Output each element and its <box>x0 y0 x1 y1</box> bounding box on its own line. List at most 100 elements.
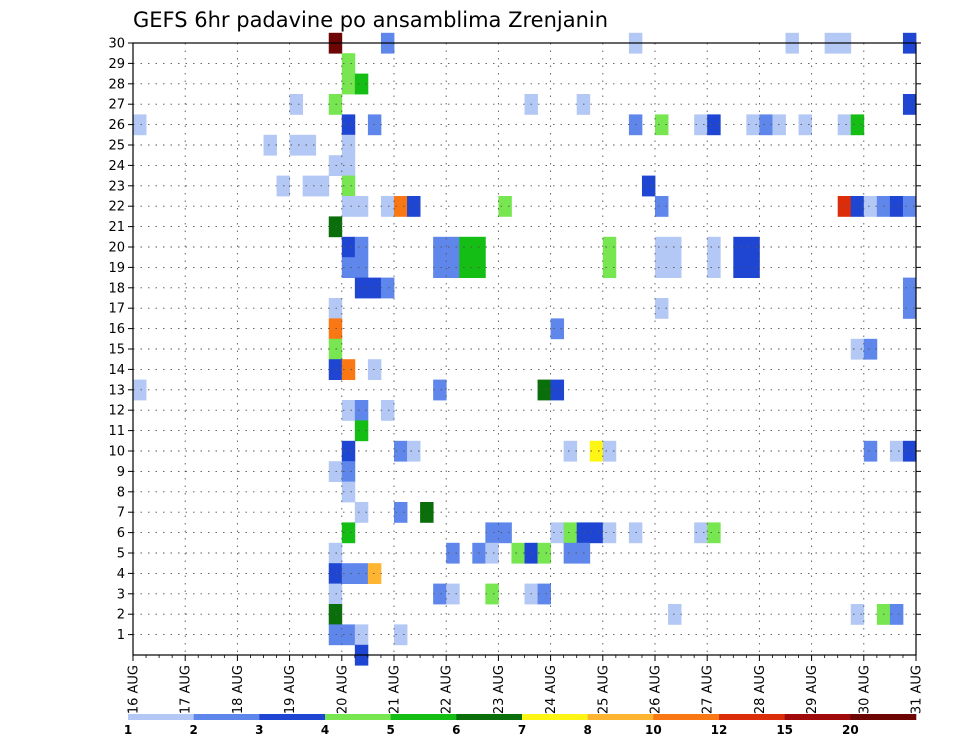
heatmap-cell <box>863 338 878 360</box>
heatmap-cell <box>485 583 499 605</box>
colorbar-swatch <box>522 714 588 720</box>
heatmap-cell <box>433 583 447 605</box>
heatmap-cell <box>889 196 904 217</box>
heatmap-cell <box>354 624 369 646</box>
heatmap-cell <box>850 196 865 217</box>
heatmap-cell <box>328 298 343 319</box>
y-tick-label: 4 <box>117 567 125 582</box>
heatmap-cell <box>850 114 865 136</box>
colorbar-label: 5 <box>386 723 394 737</box>
heatmap-cell <box>354 236 369 258</box>
heatmap-cell <box>328 604 343 625</box>
y-tick-label: 18 <box>108 281 125 296</box>
heatmap-cell <box>354 277 369 299</box>
heatmap-cell <box>433 257 447 278</box>
heatmap-cell <box>394 624 408 646</box>
heatmap-cell <box>498 522 512 544</box>
heatmap-cell <box>694 114 708 136</box>
heatmap-cell <box>446 583 460 605</box>
heatmap-cell <box>459 236 473 258</box>
heatmap-cell <box>863 440 878 462</box>
heatmap-cell <box>902 94 917 115</box>
heatmap-cell <box>341 400 356 421</box>
x-tick-label: 22 AUG <box>440 665 455 714</box>
heatmap-cell <box>837 196 852 217</box>
colorbar-swatch <box>784 714 851 720</box>
heatmap-cell <box>485 542 499 564</box>
heatmap-cell <box>707 257 721 278</box>
heatmap-cell <box>707 236 721 258</box>
heatmap-cell <box>550 318 565 340</box>
heatmap-cell <box>902 196 917 217</box>
heatmap-cell <box>407 196 421 217</box>
heatmap-cell <box>328 624 343 646</box>
heatmap-cell <box>746 114 760 136</box>
heatmap-cell <box>354 196 369 217</box>
heatmap-cell <box>446 257 460 278</box>
heatmap-cell <box>289 94 304 115</box>
heatmap-cell <box>328 563 343 584</box>
heatmap-cell <box>563 542 578 564</box>
y-tick-label: 5 <box>117 547 125 562</box>
heatmap-cell <box>837 114 852 136</box>
x-tick-label: 20 AUG <box>335 665 350 714</box>
x-tick-label: 30 AUG <box>857 665 872 714</box>
colorbar-label: 2 <box>189 723 197 737</box>
heatmap-cell <box>602 257 617 278</box>
y-tick-label: 28 <box>108 77 125 92</box>
heatmap-cell <box>655 196 669 217</box>
heatmap-cell <box>459 257 473 278</box>
heatmap-cell <box>341 73 356 95</box>
heatmap-cell <box>380 196 395 217</box>
heatmap-cell <box>902 277 917 299</box>
heatmap-cell <box>367 114 382 136</box>
heatmap-cell <box>655 114 669 136</box>
heatmap-cell <box>328 155 343 176</box>
y-tick-label: 10 <box>108 445 125 460</box>
y-tick-label: 25 <box>108 139 125 154</box>
heatmap-cell <box>394 440 408 462</box>
heatmap-cell <box>341 481 356 503</box>
heatmap-cell <box>485 522 499 544</box>
heatmap-cell <box>733 236 747 258</box>
heatmap-cell <box>668 604 682 625</box>
colorbar-swatch <box>325 714 391 720</box>
x-axis: 16 AUG 17 AUG 18 AUG 19 AUG 20 AUG 21 AUG 22 A… <box>127 655 925 714</box>
heatmap-cell <box>668 236 682 258</box>
heatmap-cell <box>537 542 551 564</box>
heatmap-cell <box>433 379 447 401</box>
y-tick-label: 17 <box>108 302 125 317</box>
heatmap-cell <box>380 400 395 421</box>
x-tick-label: 25 AUG <box>596 665 611 714</box>
heatmap-cell <box>446 542 460 564</box>
heatmap-cell <box>563 522 578 544</box>
heatmap-cell <box>328 94 343 115</box>
colorbar-label: 20 <box>842 723 859 737</box>
heatmap-cell <box>550 522 565 544</box>
x-tick-label: 27 AUG <box>701 665 716 714</box>
heatmap-cell <box>602 236 617 258</box>
heatmap-cell <box>850 338 865 360</box>
x-tick-label: 17 AUG <box>179 665 194 714</box>
colorbar-swatch <box>390 714 457 720</box>
y-tick-label: 6 <box>117 526 125 541</box>
colorbar-swatch <box>850 714 917 720</box>
colorbar-swatch <box>193 714 260 720</box>
heatmap-cell <box>380 277 395 299</box>
chart-title: GEFS 6hr padavine po ansamblima Zrenjani… <box>133 8 608 32</box>
heatmap-cell <box>354 400 369 421</box>
heatmap-cell <box>863 196 878 217</box>
heatmap-cell <box>602 522 617 544</box>
y-tick-label: 1 <box>117 628 125 643</box>
heatmap-cell <box>341 236 356 258</box>
heatmap-cell <box>367 277 382 299</box>
heatmap-cell <box>537 583 551 605</box>
y-axis: 1234567891011121314151617181920212223242… <box>108 37 921 643</box>
heatmap-cell <box>694 522 708 544</box>
heatmap-cell <box>328 461 343 482</box>
heatmap-cell <box>341 624 356 646</box>
heatmap-cell <box>341 155 356 176</box>
heatmap-cell <box>498 196 512 217</box>
heatmap-cell <box>446 236 460 258</box>
